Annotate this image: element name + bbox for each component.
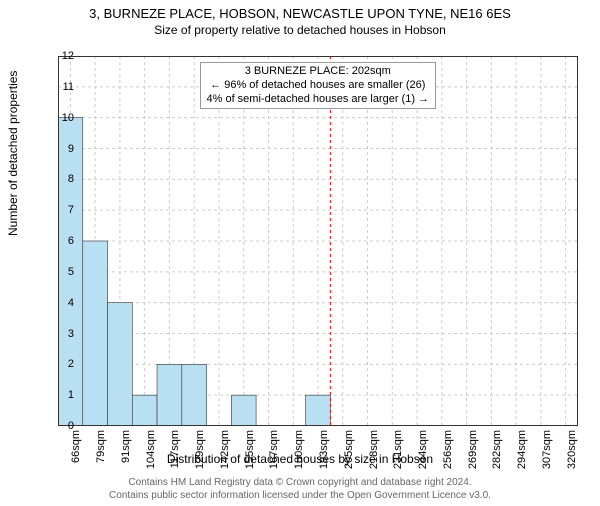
y-tick-label: 9 [54,143,74,155]
y-tick-label: 7 [54,204,74,216]
y-tick-label: 8 [54,173,74,185]
plot-area [58,56,578,426]
chart-title-line2: Size of property relative to detached ho… [0,23,600,37]
chart-title-line1: 3, BURNEZE PLACE, HOBSON, NEWCASTLE UPON… [0,6,600,21]
annotation-line-2: ← 96% of detached houses are smaller (26… [207,79,430,93]
y-axis-label: Number of detached properties [6,71,20,236]
y-tick-label: 10 [54,112,74,124]
bar-chart [58,56,578,426]
y-tick-label: 1 [54,389,74,401]
x-axis-label: Distribution of detached houses by size … [0,452,600,466]
y-tick-label: 2 [54,358,74,370]
annotation-box: 3 BURNEZE PLACE: 202sqm ← 96% of detache… [200,62,437,109]
footer-line-2: Contains public sector information licen… [0,490,600,503]
y-tick-label: 4 [54,297,74,309]
footer-attribution: Contains HM Land Registry data © Crown c… [0,477,600,502]
y-tick-label: 5 [54,266,74,278]
y-tick-label: 11 [54,81,74,93]
y-tick-label: 3 [54,328,74,340]
y-tick-label: 12 [54,50,74,62]
annotation-line-3: 4% of semi-detached houses are larger (1… [207,93,430,107]
y-tick-label: 6 [54,235,74,247]
annotation-line-1: 3 BURNEZE PLACE: 202sqm [207,65,430,79]
footer-line-1: Contains HM Land Registry data © Crown c… [0,477,600,490]
